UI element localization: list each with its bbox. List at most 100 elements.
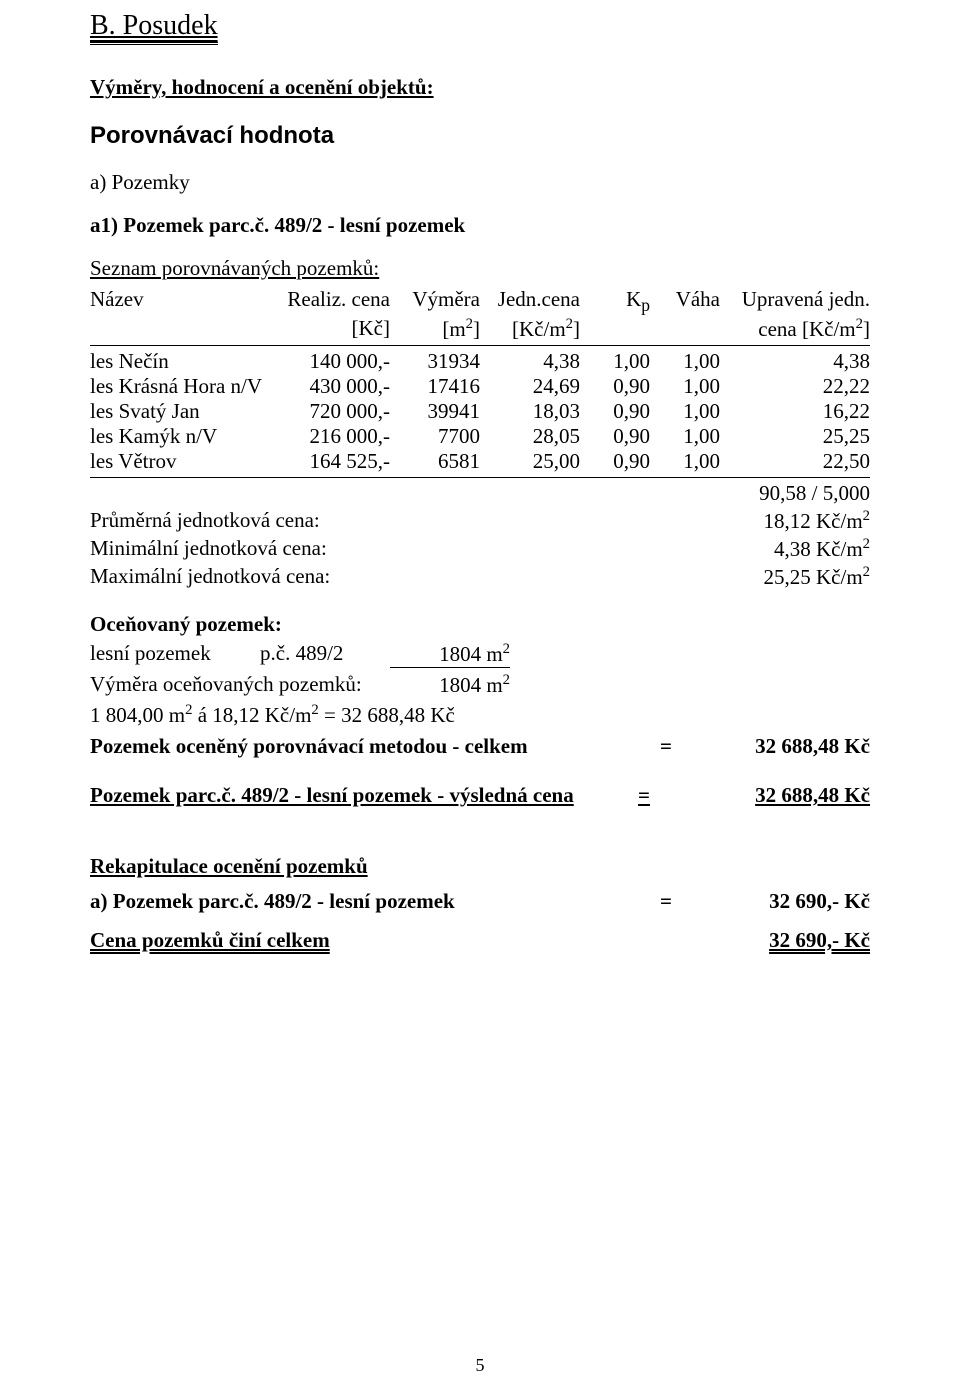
th-kp: Kp <box>580 287 650 316</box>
recap-total-row: Cena pozemků činí celkem 32 690,- Kč <box>90 928 870 953</box>
table-rule-bottom <box>90 477 870 478</box>
avg-value: 18,12 Kč/m2 <box>764 508 871 534</box>
cell: 430 000,- <box>280 374 390 399</box>
th-vymera: Výměra <box>390 287 480 316</box>
table-row: les Kamýk n/V 216 000,- 7700 28,05 0,90 … <box>90 424 870 449</box>
subtitle-evaluation: Výměry, hodnocení a ocenění objektů: <box>90 75 870 100</box>
th-jedn: Jedn.cena <box>480 287 580 316</box>
th2-4 <box>580 316 650 342</box>
max-value: 25,25 Kč/m2 <box>764 564 871 590</box>
cell: 17416 <box>390 374 480 399</box>
cell: 25,00 <box>480 449 580 474</box>
sum-value: 90,58 / 5,000 <box>720 481 870 506</box>
cell: 31934 <box>390 349 480 374</box>
cell: les Kamýk n/V <box>90 424 280 449</box>
recap-item-row: a) Pozemek parc.č. 489/2 - lesní pozemek… <box>90 889 870 914</box>
cell: 4,38 <box>720 349 870 374</box>
table-heading: Seznam porovnávaných pozemků: <box>90 256 870 281</box>
cell: 1,00 <box>580 349 650 374</box>
cell: 28,05 <box>480 424 580 449</box>
section-a1-label: a1) Pozemek parc.č. 489/2 - lesní pozeme… <box>90 213 870 238</box>
th-vaha: Váha <box>650 287 720 316</box>
document-page: B. Posudek Výměry, hodnocení a ocenění o… <box>0 0 960 1396</box>
cell: 7700 <box>390 424 480 449</box>
max-unit-price-row: Maximální jednotková cena: 25,25 Kč/m2 <box>90 564 870 590</box>
table-header-row-2: [Kč] [m2] [Kč/m2] cena [Kč/m2] <box>90 316 870 342</box>
cell: 0,90 <box>580 399 650 424</box>
cell: 0,90 <box>580 449 650 474</box>
cell: 0,90 <box>580 374 650 399</box>
valued-parcel-row: lesní pozemek p.č. 489/2 1804 m2 <box>90 641 870 668</box>
table-rule-top <box>90 345 870 346</box>
cell: les Větrov <box>90 449 280 474</box>
cell: 720 000,- <box>280 399 390 424</box>
max-label: Maximální jednotková cena: <box>90 564 330 590</box>
recap-total-value: 32 690,- Kč <box>700 928 870 953</box>
table-sum-row: 90,58 / 5,000 <box>90 481 870 506</box>
cell: 22,50 <box>720 449 870 474</box>
page-number: 5 <box>0 1355 960 1376</box>
cell: 1,00 <box>650 449 720 474</box>
th2-2: [m2] <box>390 316 480 342</box>
cell: 140 000,- <box>280 349 390 374</box>
calculation-line: 1 804,00 m2 á 18,12 Kč/m2 = 32 688,48 Kč <box>90 702 870 728</box>
recap-item-label: a) Pozemek parc.č. 489/2 - lesní pozemek <box>90 889 660 914</box>
cell: 1,00 <box>650 374 720 399</box>
avg-label: Průměrná jednotková cena: <box>90 508 320 534</box>
cell: 1,00 <box>650 349 720 374</box>
final-price-label: Pozemek parc.č. 489/2 - lesní pozemek - … <box>90 783 638 808</box>
parcel-type: lesní pozemek <box>90 641 260 668</box>
table-row: les Svatý Jan 720 000,- 39941 18,03 0,90… <box>90 399 870 424</box>
th2-3: [Kč/m2] <box>480 316 580 342</box>
parcel-total-row: Pozemek oceněný porovnávací metodou - ce… <box>90 734 870 759</box>
comparative-value-heading: Porovnávací hodnota <box>90 122 870 150</box>
parcel-total-label: Pozemek oceněný porovnávací metodou - ce… <box>90 734 660 759</box>
th2-1: [Kč] <box>280 316 390 342</box>
th2-5 <box>650 316 720 342</box>
cell: 6581 <box>390 449 480 474</box>
cell: les Svatý Jan <box>90 399 280 424</box>
parcel-area: 1804 m2 <box>390 641 510 668</box>
equals-sign: = <box>638 783 700 808</box>
section-a-label: a) Pozemky <box>90 170 870 195</box>
parcel-total-value: 32 688,48 Kč <box>700 734 870 759</box>
cell: 1,00 <box>650 424 720 449</box>
parcel-number: p.č. 489/2 <box>260 641 390 668</box>
min-unit-price-row: Minimální jednotková cena: 4,38 Kč/m2 <box>90 536 870 562</box>
cell: les Nečín <box>90 349 280 374</box>
min-label: Minimální jednotková cena: <box>90 536 327 562</box>
table-header-row-1: Název Realiz. cena Výměra Jedn.cena Kp V… <box>90 287 870 316</box>
th-upr: Upravená jedn. <box>720 287 870 316</box>
valued-area-row: Výměra oceňovaných pozemků: 1804 m2 <box>90 672 870 698</box>
equals-sign: = <box>660 889 700 914</box>
table-row: les Krásná Hora n/V 430 000,- 17416 24,6… <box>90 374 870 399</box>
cell: 216 000,- <box>280 424 390 449</box>
cell: 164 525,- <box>280 449 390 474</box>
cell: 1,00 <box>650 399 720 424</box>
cell: 25,25 <box>720 424 870 449</box>
min-value: 4,38 Kč/m2 <box>774 536 870 562</box>
th-realiz: Realiz. cena <box>280 287 390 316</box>
cell: 39941 <box>390 399 480 424</box>
avg-unit-price-row: Průměrná jednotková cena: 18,12 Kč/m2 <box>90 508 870 534</box>
recap-heading: Rekapitulace ocenění pozemků <box>90 854 870 879</box>
table-row: les Nečín 140 000,- 31934 4,38 1,00 1,00… <box>90 349 870 374</box>
th2-0 <box>90 316 280 342</box>
recap-total-label: Cena pozemků činí celkem <box>90 928 660 953</box>
th2-6: cena [Kč/m2] <box>720 316 870 342</box>
table-row: les Větrov 164 525,- 6581 25,00 0,90 1,0… <box>90 449 870 474</box>
cell: 22,22 <box>720 374 870 399</box>
section-b-title: B. Posudek <box>90 10 218 45</box>
valued-parcel-heading: Oceňovaný pozemek: <box>90 612 870 637</box>
title-b-wrap: B. Posudek <box>90 10 870 65</box>
cell: 24,69 <box>480 374 580 399</box>
cell: les Krásná Hora n/V <box>90 374 280 399</box>
cell: 4,38 <box>480 349 580 374</box>
cell: 18,03 <box>480 399 580 424</box>
recap-item-value: 32 690,- Kč <box>700 889 870 914</box>
final-price-row: Pozemek parc.č. 489/2 - lesní pozemek - … <box>90 783 870 808</box>
cell: 16,22 <box>720 399 870 424</box>
th-name: Název <box>90 287 280 316</box>
equals-sign: = <box>660 734 700 759</box>
valued-area-label: Výměra oceňovaných pozemků: <box>90 672 390 698</box>
